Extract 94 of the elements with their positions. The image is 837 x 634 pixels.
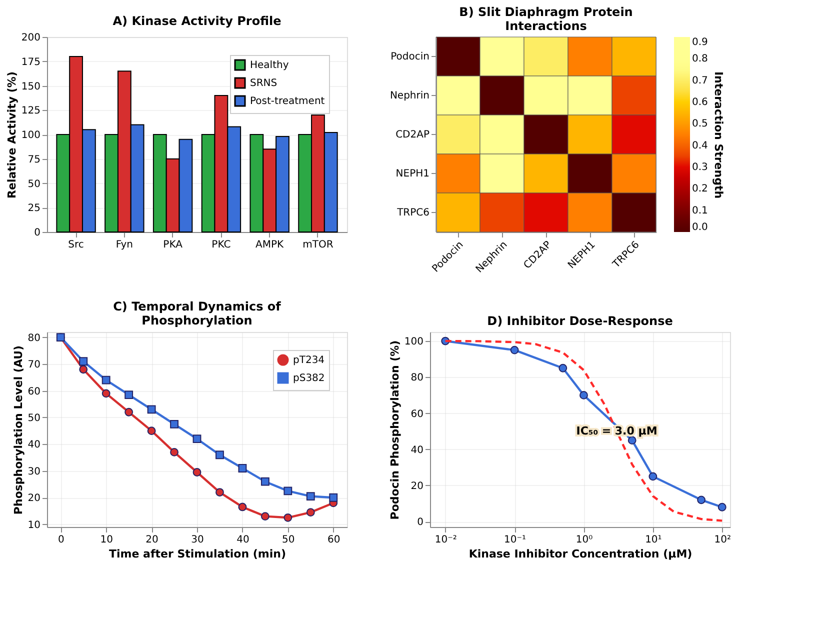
y-tick-label: 60 bbox=[28, 386, 40, 398]
color-bar-label: 0.3 bbox=[692, 162, 708, 173]
point bbox=[238, 502, 247, 512]
x-tick-label: mTOR bbox=[302, 240, 334, 250]
y-tick-label: Podocin bbox=[390, 52, 430, 62]
chart-title: D) Inhibitor Dose-Response bbox=[487, 314, 673, 328]
point bbox=[124, 408, 134, 416]
point bbox=[284, 486, 292, 496]
point bbox=[306, 492, 315, 500]
legend-label: Post-treatment bbox=[250, 96, 325, 107]
y-tick-label: 200 bbox=[21, 32, 40, 44]
y-tick-label: Nephrin bbox=[390, 90, 430, 102]
color-bar-label: 0.4 bbox=[692, 140, 708, 152]
point bbox=[147, 426, 156, 436]
x-tick-label: PKC bbox=[212, 240, 231, 250]
point bbox=[124, 390, 134, 399]
x-tick-label: Fyn bbox=[116, 240, 133, 250]
chart-title: A) Kinase Activity Profile bbox=[112, 14, 282, 28]
color-bar-label: 0.7 bbox=[692, 75, 708, 86]
y-tick-label: 175 bbox=[21, 56, 40, 68]
y-tick-label: 0 bbox=[417, 517, 424, 528]
x-tick-label: 10⁻¹ bbox=[504, 534, 526, 546]
y-axis-title: Relative Activity (%) bbox=[5, 72, 18, 198]
point bbox=[306, 508, 315, 517]
y-tick-label: CD2AP bbox=[396, 130, 430, 140]
point bbox=[260, 477, 270, 486]
legend-label: pS382 bbox=[293, 373, 325, 384]
chart-title: B) Slit Diaphragm Protein Interactions bbox=[459, 4, 633, 33]
x-tick-label: 10 bbox=[100, 534, 113, 546]
y-tick-label: 30 bbox=[28, 466, 40, 478]
point bbox=[216, 488, 224, 496]
y-tick-label: 25 bbox=[28, 203, 40, 214]
y-axis-title: Podocin Phosphorylation (%) bbox=[388, 340, 402, 520]
y-tick-label: 125 bbox=[21, 106, 40, 117]
point bbox=[102, 376, 110, 384]
x-tick-label: AMPK bbox=[256, 240, 284, 250]
x-tick-label: Src bbox=[68, 240, 84, 250]
color-bar-label: 0.8 bbox=[692, 54, 708, 65]
point bbox=[192, 468, 202, 476]
color-bar-title: Interaction Strength bbox=[712, 71, 725, 199]
y-tick-label: 80 bbox=[410, 372, 424, 384]
x-axis-title: Kinase Inhibitor Concentration (μM) bbox=[468, 548, 692, 560]
color-bar-label: 0.9 bbox=[692, 37, 708, 48]
point bbox=[79, 365, 88, 374]
x-axis-title: Time after Stimulation (min) bbox=[108, 548, 286, 560]
y-tick-label: TRPC6 bbox=[396, 208, 430, 218]
color-bar-label: 0.1 bbox=[692, 205, 708, 216]
x-tick-label: 60 bbox=[327, 534, 340, 546]
y-tick-label: 20 bbox=[410, 480, 424, 492]
y-tick-label: 75 bbox=[28, 154, 40, 166]
color-bar-label: 0.5 bbox=[692, 118, 708, 130]
point bbox=[79, 357, 88, 366]
chart-title: C) Temporal Dynamics of Phosphorylation bbox=[113, 300, 282, 328]
x-tick-label: 10⁻² bbox=[434, 534, 457, 546]
color-bar-label: 0.6 bbox=[692, 97, 708, 108]
x-tick-label: 20 bbox=[146, 534, 158, 546]
legend-label: pT234 bbox=[293, 355, 325, 366]
y-tick-label: 50 bbox=[28, 178, 40, 190]
y-axis-title: Phosphorylation Level (AU) bbox=[12, 345, 25, 515]
y-tick-label: 40 bbox=[28, 440, 40, 451]
point bbox=[102, 389, 110, 398]
y-tick-label: 20 bbox=[28, 493, 40, 504]
y-tick-label: 100 bbox=[21, 130, 40, 141]
x-tick-label: 10⁰ bbox=[576, 534, 593, 546]
y-tick-label: NEPH1 bbox=[396, 168, 430, 180]
x-tick-label: 0 bbox=[58, 534, 64, 546]
x-tick-label: 40 bbox=[236, 534, 250, 546]
y-tick-label: 10 bbox=[28, 520, 40, 531]
y-tick-label: 100 bbox=[404, 336, 424, 348]
x-tick-label: PKA bbox=[163, 240, 183, 250]
y-tick-label: 60 bbox=[410, 408, 424, 420]
point bbox=[260, 512, 270, 521]
color-bar-label: 0.2 bbox=[692, 184, 708, 195]
point bbox=[238, 464, 247, 472]
y-tick-label: 80 bbox=[28, 332, 40, 344]
y-tick-label: 150 bbox=[21, 81, 40, 92]
point bbox=[170, 448, 178, 456]
x-tick-label: 10¹ bbox=[645, 534, 662, 546]
point bbox=[216, 450, 224, 460]
point bbox=[192, 434, 202, 444]
point bbox=[147, 405, 156, 414]
x-tick-label: 10² bbox=[714, 534, 731, 546]
color-bar-label: 0.0 bbox=[692, 222, 708, 233]
legend-label: Healthy bbox=[250, 60, 289, 71]
point bbox=[170, 420, 178, 428]
point bbox=[329, 493, 338, 502]
y-tick-label: 0 bbox=[34, 228, 40, 238]
x-tick-label: 50 bbox=[282, 534, 295, 546]
x-tick-label: 30 bbox=[191, 534, 204, 546]
legend-label: SRNS bbox=[250, 78, 278, 89]
y-tick-label: 70 bbox=[28, 360, 40, 371]
y-tick-label: 40 bbox=[410, 444, 424, 456]
y-tick-label: 50 bbox=[28, 412, 40, 424]
point bbox=[284, 513, 292, 522]
